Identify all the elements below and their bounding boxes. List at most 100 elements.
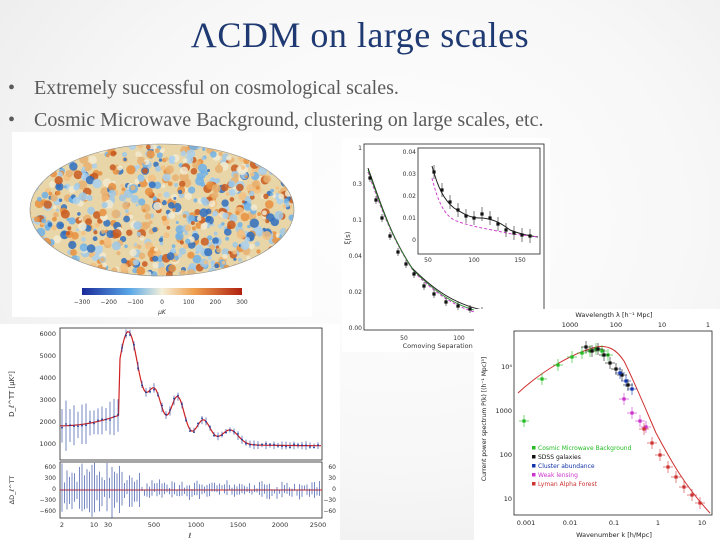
- tt-point: [213, 434, 215, 437]
- legend-entry: Lyman Alpha Forest: [538, 481, 598, 488]
- ps-point: [614, 367, 618, 371]
- correlation-x-tick: 50: [400, 335, 408, 342]
- resid-right-tick: 60: [328, 464, 336, 471]
- tt-point: [105, 418, 107, 421]
- ps-point: [624, 379, 628, 383]
- tt-point: [125, 334, 127, 337]
- ps-point: [666, 465, 670, 469]
- ps-x-tick: 1: [656, 519, 660, 527]
- inset-y-tick: 0.02: [403, 193, 417, 200]
- ps-point: [608, 361, 612, 365]
- tt-point: [293, 443, 295, 446]
- bullet-text: Cosmic Microwave Background, clustering …: [34, 109, 544, 131]
- correlation-point: [396, 250, 400, 254]
- tt-x-tick: 2000: [272, 521, 289, 529]
- wavelength-tick: 100: [610, 321, 622, 329]
- correlation-y-tick: 0.02: [349, 289, 363, 296]
- inset-point: [520, 233, 524, 237]
- tt-point: [157, 394, 159, 397]
- tt-point: [297, 444, 299, 446]
- tt-x-tick: 10: [90, 521, 98, 529]
- tt-point: [181, 403, 183, 405]
- tt-point: [257, 444, 259, 446]
- tt-point: [85, 424, 87, 427]
- tt-data-points: [61, 329, 319, 451]
- legend-marker: [532, 473, 536, 477]
- tt-point: [233, 430, 235, 433]
- tt-y-tick: 1000: [39, 440, 56, 448]
- correlation-point: [468, 307, 472, 311]
- tt-point: [245, 442, 247, 445]
- inset-point: [528, 234, 532, 238]
- correlation-point: [432, 292, 436, 296]
- correlation-point: [444, 300, 448, 304]
- tt-point: [241, 438, 243, 441]
- ps-point: [618, 371, 622, 375]
- tt-point: [221, 434, 223, 437]
- ps-y-tick: 10⁴: [501, 363, 512, 371]
- correlation-x-tick: 100: [453, 335, 465, 342]
- tt-point: [101, 418, 103, 421]
- tt-y-tick: 3000: [39, 396, 56, 404]
- tt-point: [205, 420, 207, 423]
- correlation-inset: [417, 147, 541, 255]
- inset-y-tick: 0.01: [403, 215, 417, 222]
- cmb-anisotropy-field: [30, 144, 294, 276]
- ps-x-tick: 0.01: [563, 519, 577, 527]
- tt-point: [133, 343, 135, 346]
- bullet-list: • Extremely successful on cosmological sc…: [8, 72, 714, 136]
- tt-point: [129, 334, 131, 336]
- ps-point: [644, 425, 648, 429]
- tt-point: [193, 431, 195, 434]
- wavelength-tick: 1: [706, 321, 710, 329]
- colorbar-tick: 100: [183, 299, 195, 306]
- ps-point: [602, 353, 606, 357]
- correlation-point: [422, 284, 426, 288]
- correlation-point: [374, 198, 378, 202]
- inset-point: [488, 216, 492, 220]
- tt-point: [209, 426, 211, 428]
- inset-point: [496, 222, 500, 226]
- ps-point: [650, 441, 654, 445]
- resid-y-tick: 600: [45, 464, 57, 471]
- tt-point: [177, 394, 179, 397]
- resid-y-tick: 0: [52, 486, 56, 493]
- tt-x-tick: 1500: [230, 521, 247, 529]
- tt-y-tick: 2000: [39, 418, 56, 426]
- tt-point: [229, 429, 231, 432]
- tt-point: [217, 435, 219, 438]
- bullet-text: Extremely successful on cosmological sca…: [34, 77, 399, 99]
- inset-point: [480, 212, 484, 216]
- tt-point: [305, 444, 307, 447]
- legend-entry: Weak lensing: [538, 472, 578, 479]
- resid-y-tick: −300: [40, 497, 57, 504]
- correlation-point: [368, 176, 372, 180]
- ps-point: [600, 349, 604, 353]
- tt-point: [309, 446, 311, 448]
- tt-point: [137, 367, 139, 369]
- tt-point: [253, 443, 255, 446]
- correlation-point: [456, 304, 460, 308]
- tt-point: [249, 444, 251, 446]
- tt-point: [261, 443, 263, 446]
- colorbar-unit: μK: [157, 309, 167, 316]
- ps-xlabel: Wavenumber k [h/Mpc]: [576, 531, 652, 539]
- inset-x-tick: 50: [424, 257, 432, 264]
- tt-point: [69, 424, 71, 427]
- inset-y-tick: 0.04: [403, 149, 417, 156]
- cmb-sky-map-figure: −300 −200 −100 0 100 200 300 μK: [12, 132, 312, 317]
- ps-y-tick: 1000: [495, 407, 512, 415]
- correlation-plot: 1 0.3 0.1 0.04 0.02 0.00 ξ(s) 0.04 0.03 0.02 0.0…: [344, 143, 545, 350]
- colorbar-tick: 0: [160, 299, 164, 306]
- correlation-point: [388, 234, 392, 238]
- tt-point: [301, 444, 303, 447]
- inset-point: [504, 228, 508, 232]
- tt-point: [89, 420, 91, 423]
- colorbar-tick: −300: [74, 299, 91, 306]
- colorbar: [82, 288, 242, 295]
- ps-point: [580, 351, 584, 355]
- colorbar-tick: −100: [127, 299, 144, 306]
- tt-point: [121, 347, 123, 349]
- resid-right-tick: 30: [328, 475, 336, 482]
